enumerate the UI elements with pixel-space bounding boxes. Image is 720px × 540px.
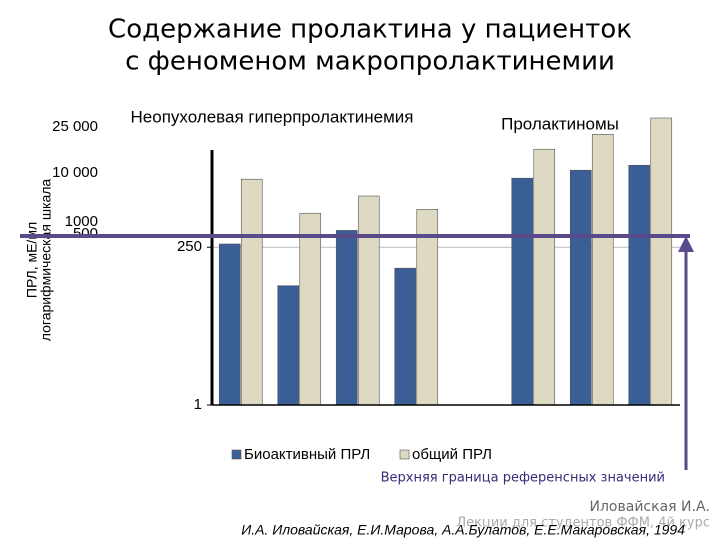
bar	[299, 212, 322, 406]
annotation: 500	[73, 225, 98, 242]
annotation: 25 000	[52, 118, 98, 135]
bar	[650, 117, 673, 406]
bar	[511, 177, 534, 406]
footer-course: Лекции для студентов ФФМ, 4й курс	[456, 516, 710, 531]
annotation: 10 000	[52, 164, 98, 181]
arrow-head	[678, 236, 694, 252]
legend-swatch	[399, 449, 410, 460]
legend-swatch	[231, 449, 242, 460]
group-label: Неопухолевая гиперпролактинемия	[131, 107, 414, 126]
group-label: Пролактиномы	[501, 114, 619, 133]
bar	[628, 164, 651, 406]
y-axis-label: логарифмическая шкала	[38, 179, 54, 342]
bar	[533, 148, 556, 406]
y-tick-label: 1	[194, 396, 202, 413]
bar	[394, 267, 417, 406]
footer-author: Иловайская И.А.	[590, 499, 710, 515]
legend-label: общий ПРЛ	[412, 446, 492, 463]
legend-label: Биоактивный ПРЛ	[244, 446, 370, 463]
y-tick-label: 250	[177, 238, 202, 255]
bar	[416, 209, 439, 406]
reference-label: Верхняя граница референсных значений	[381, 471, 665, 486]
bar	[277, 285, 300, 406]
annotation: 1000	[65, 213, 98, 230]
bar	[591, 134, 614, 406]
bar	[240, 178, 263, 406]
chart-title: с феноменом макропролактинемии	[125, 47, 615, 77]
bar	[357, 195, 380, 406]
y-axis-label: ПРЛ, мЕ/мл	[24, 222, 40, 298]
bar	[569, 169, 592, 406]
bar	[335, 230, 358, 406]
bar	[218, 243, 241, 406]
footer-citation: И.А. Иловайская, Е.И.Марова, А.А.Булатов…	[241, 522, 685, 538]
chart-title: Содержание пролактина у пациенток	[108, 15, 632, 45]
